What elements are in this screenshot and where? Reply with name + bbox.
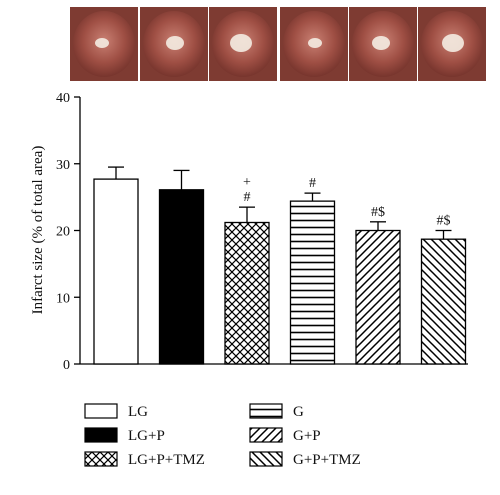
heart-slice-lumen: [308, 38, 322, 48]
bar: [355, 229, 401, 365]
bars: #+ ##$#$: [93, 166, 467, 365]
legend-swatch: [84, 427, 118, 443]
heart-slice-images: [70, 7, 486, 81]
legend-swatch: [84, 403, 118, 419]
heart-slice-lumen: [442, 34, 464, 52]
bar: [158, 189, 205, 365]
significance-marker: +: [243, 175, 251, 190]
y-tick-label: 20: [56, 225, 70, 240]
bar: [420, 238, 467, 365]
heart-slice-photo: [70, 7, 138, 81]
y-tick-label: 10: [56, 291, 70, 306]
legend-item: G+P: [249, 427, 321, 444]
heart-slice-photo: [209, 7, 277, 81]
legend-label: G+P: [293, 428, 321, 444]
legend-swatch: [249, 451, 283, 467]
heart-slice-photo: [418, 7, 486, 81]
heart-slice-lumen: [230, 34, 252, 52]
heart-slice-lumen: [95, 38, 109, 48]
heart-slice-lumen: [166, 36, 184, 50]
heart-slice-photo: [280, 7, 348, 81]
legend-swatch: [249, 427, 283, 443]
legend-item: G: [249, 403, 304, 420]
legend-swatch: [249, 403, 283, 419]
y-tick-label: 0: [63, 358, 70, 373]
bar: [224, 221, 270, 365]
axes: 0 10 20 30 40: [56, 91, 468, 373]
bar: [289, 200, 336, 365]
legend-swatch: [84, 451, 118, 467]
legend-label: G: [293, 404, 304, 420]
legend-label: LG: [128, 404, 148, 420]
heart-slice-lumen: [372, 36, 390, 50]
legend-item: LG+P: [84, 427, 165, 444]
legend-label: LG+P+TMZ: [128, 452, 205, 468]
significance-marker: #: [309, 176, 316, 191]
y-tick-label: 30: [56, 158, 70, 173]
legend-item: G+P+TMZ: [249, 451, 361, 468]
significance-marker: #$: [437, 214, 451, 229]
legend-label: LG+P: [128, 428, 165, 444]
y-axis-label: Infarct size (% of total area): [30, 146, 46, 315]
heart-slice-photo: [140, 7, 208, 81]
bar: [93, 178, 139, 365]
heart-slice-photo: [349, 7, 417, 81]
significance-marker: #: [244, 190, 251, 205]
legend: LG LG+P LG+P+TMZ G G+P G+P+TMZ: [84, 403, 361, 468]
significance-marker: #$: [371, 205, 385, 220]
legend-label: G+P+TMZ: [293, 452, 361, 468]
legend-item: LG: [84, 403, 148, 420]
y-tick-label: 40: [56, 91, 70, 106]
legend-item: LG+P+TMZ: [84, 451, 205, 468]
